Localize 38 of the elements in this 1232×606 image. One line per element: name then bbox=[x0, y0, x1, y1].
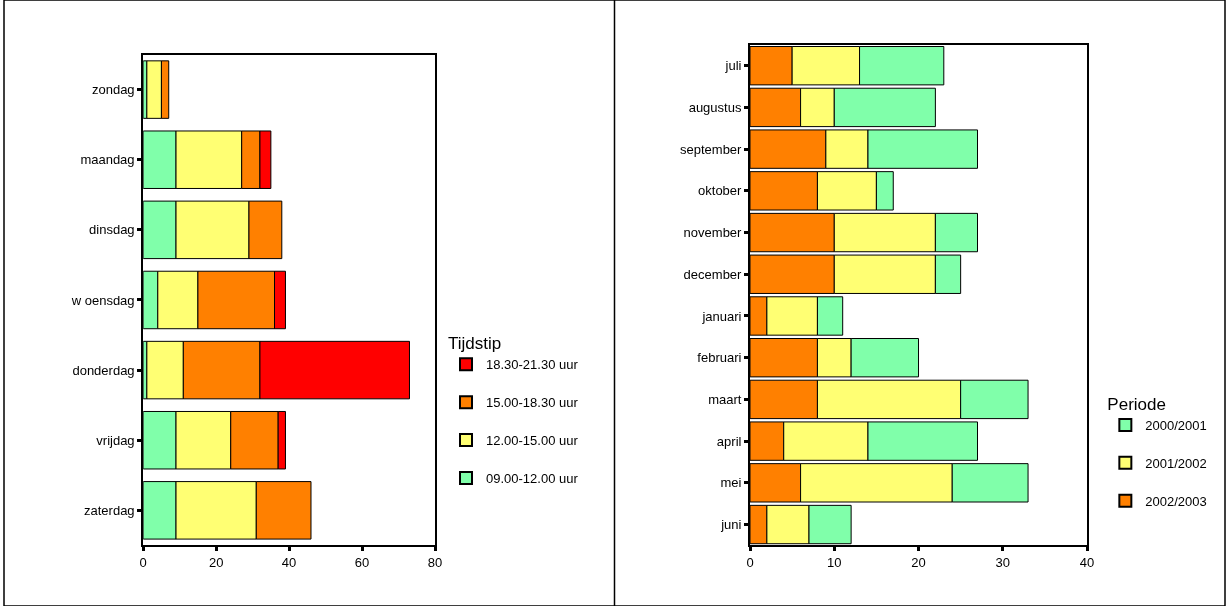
x-tick-label: 30 bbox=[995, 555, 1011, 570]
y-tick-label: donderdag bbox=[72, 362, 135, 378]
x-tick-label: 40 bbox=[281, 555, 297, 570]
legend-label: 18.30-21.30 uur bbox=[486, 357, 579, 373]
legend-label: 2001/2002 bbox=[1145, 455, 1207, 471]
y-tick-label: december bbox=[683, 266, 743, 282]
x-tick-label: 0 bbox=[746, 555, 754, 570]
y-tick-label: augustus bbox=[688, 99, 742, 115]
x-tick-label: 40 bbox=[1079, 555, 1095, 570]
x-tick-label: 80 bbox=[427, 555, 443, 570]
y-tick-label: zondag bbox=[91, 82, 135, 98]
y-tick-label: november bbox=[683, 225, 743, 241]
y-tick-label: oktober bbox=[698, 183, 743, 199]
y-tick-label: maart bbox=[708, 391, 742, 407]
legend-label: 2000/2001 bbox=[1145, 417, 1207, 433]
y-tick-label: juli bbox=[724, 58, 742, 74]
y-tick-label: w oensdag bbox=[70, 292, 135, 308]
x-tick-label: 20 bbox=[208, 555, 224, 570]
x-tick-label: 0 bbox=[139, 555, 147, 570]
legend-title: Periode bbox=[1107, 394, 1166, 414]
y-tick-label: zaterdag bbox=[84, 502, 135, 518]
x-tick-label: 10 bbox=[827, 555, 842, 570]
y-tick-label: januari bbox=[701, 308, 742, 324]
y-tick-label: februari bbox=[697, 350, 742, 366]
y-tick-label: maandag bbox=[80, 152, 135, 168]
legend-label: 15.00-18.30 uur bbox=[486, 395, 579, 411]
y-tick-label: vrijdag bbox=[96, 432, 135, 448]
x-tick-label: 20 bbox=[911, 555, 926, 570]
y-tick-label: april bbox=[716, 433, 742, 449]
legend-label: 09.00-12.00 uur bbox=[486, 471, 579, 487]
y-tick-label: september bbox=[680, 141, 743, 157]
x-tick-label: 60 bbox=[354, 555, 370, 570]
legend-title: Tijdstip bbox=[448, 334, 502, 354]
legend-label: 12.00-15.00 uur bbox=[486, 433, 579, 449]
legend-label: 2002/2003 bbox=[1145, 493, 1207, 509]
y-tick-label: mei bbox=[720, 475, 742, 491]
y-tick-label: juni bbox=[720, 517, 742, 533]
y-tick-label: dinsdag bbox=[89, 222, 135, 238]
